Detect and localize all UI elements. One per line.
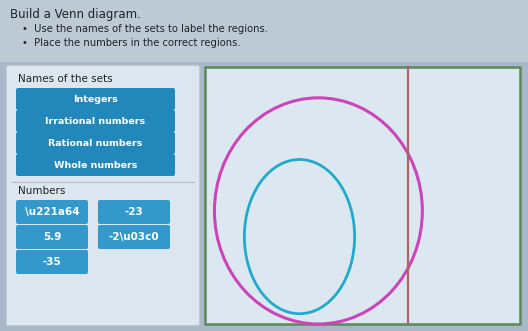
- Text: \u221a64: \u221a64: [25, 207, 79, 217]
- Bar: [0, 0, 528, 62]
- Text: Whole numbers: Whole numbers: [54, 161, 137, 169]
- Bar: [205, 67, 520, 324]
- Text: •  Use the names of the sets to label the regions.: • Use the names of the sets to label the…: [22, 24, 268, 34]
- Text: Integers: Integers: [73, 94, 118, 104]
- FancyBboxPatch shape: [16, 200, 88, 224]
- Text: -35: -35: [43, 257, 61, 267]
- FancyBboxPatch shape: [16, 250, 88, 274]
- FancyBboxPatch shape: [16, 154, 175, 176]
- FancyBboxPatch shape: [98, 225, 170, 249]
- Text: Numbers: Numbers: [18, 186, 65, 196]
- Text: Rational numbers: Rational numbers: [49, 138, 143, 148]
- Text: -23: -23: [125, 207, 144, 217]
- Text: Irrational numbers: Irrational numbers: [45, 117, 146, 125]
- FancyBboxPatch shape: [98, 200, 170, 224]
- FancyBboxPatch shape: [16, 225, 88, 249]
- Text: Build a Venn diagram.: Build a Venn diagram.: [10, 8, 141, 21]
- Text: 5.9: 5.9: [43, 232, 61, 242]
- FancyBboxPatch shape: [16, 110, 175, 132]
- Text: -2\u03c0: -2\u03c0: [109, 232, 159, 242]
- FancyBboxPatch shape: [16, 132, 175, 154]
- Text: Names of the sets: Names of the sets: [18, 74, 112, 84]
- FancyBboxPatch shape: [6, 65, 200, 326]
- Bar: [205, 67, 520, 324]
- FancyBboxPatch shape: [16, 88, 175, 110]
- Text: •  Place the numbers in the correct regions.: • Place the numbers in the correct regio…: [22, 38, 241, 48]
